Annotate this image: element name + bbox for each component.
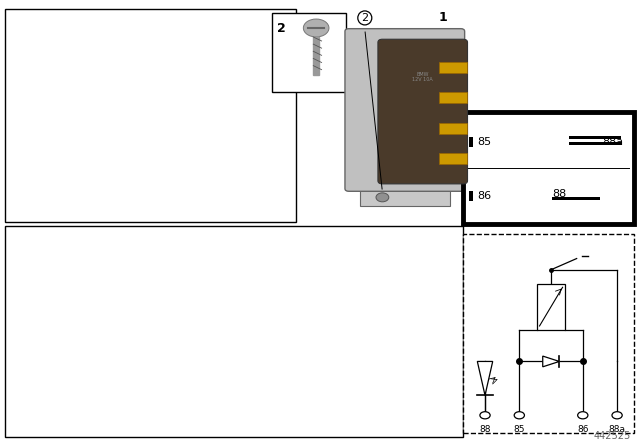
Bar: [439, 153, 467, 164]
Bar: [469, 191, 473, 201]
Circle shape: [578, 412, 588, 419]
Text: 88: 88: [552, 189, 566, 198]
Bar: [439, 123, 467, 134]
FancyBboxPatch shape: [345, 29, 465, 191]
Bar: [463, 234, 634, 433]
Text: BMW
12V 10A: BMW 12V 10A: [412, 72, 433, 82]
Text: 88: 88: [479, 425, 491, 434]
Bar: [463, 112, 634, 224]
Bar: [5, 9, 296, 222]
Bar: [552, 197, 600, 200]
Bar: [5, 226, 463, 437]
Text: 2: 2: [277, 22, 286, 34]
Circle shape: [480, 412, 490, 419]
Polygon shape: [543, 356, 559, 367]
Text: 88a: 88a: [602, 137, 623, 147]
Bar: [314, 37, 319, 75]
Text: 88a: 88a: [609, 425, 625, 434]
Text: 85: 85: [477, 137, 491, 147]
Bar: [272, 13, 346, 92]
Bar: [537, 284, 565, 330]
Text: 442525: 442525: [593, 431, 630, 441]
Bar: [439, 92, 467, 103]
Text: 86: 86: [577, 425, 589, 434]
Bar: [439, 62, 467, 73]
Circle shape: [612, 412, 622, 419]
Circle shape: [303, 19, 329, 37]
Text: 1: 1: [438, 11, 447, 24]
Text: 85: 85: [513, 425, 525, 434]
Text: 86: 86: [477, 191, 491, 201]
Bar: [569, 136, 621, 139]
Circle shape: [376, 193, 389, 202]
Circle shape: [514, 412, 524, 419]
Bar: [469, 137, 473, 147]
FancyBboxPatch shape: [378, 39, 468, 184]
Bar: [360, 189, 450, 206]
Polygon shape: [477, 362, 493, 395]
Bar: [569, 142, 621, 145]
Text: 2: 2: [361, 13, 369, 23]
